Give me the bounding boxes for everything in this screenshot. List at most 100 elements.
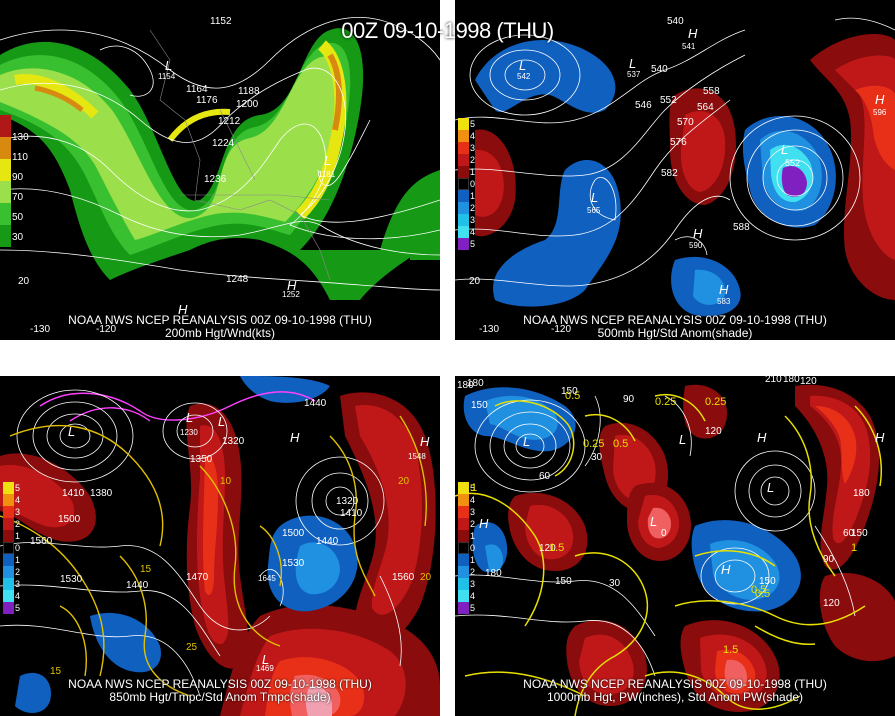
- pw-label: 0.5: [755, 588, 771, 600]
- pw-label: 0.25: [705, 396, 727, 408]
- low-center: L: [68, 424, 76, 439]
- legend-labels-200mb: 130 110 90 70 50 30: [12, 132, 29, 243]
- legend-labels-1000mb: 5 4 3 2 1 0 1 2 3 4 5: [470, 483, 476, 613]
- contour-label: 576: [670, 137, 687, 148]
- contour-label: 540: [667, 16, 684, 27]
- contour-label: 1212: [218, 116, 241, 127]
- contour-label: 552: [785, 158, 801, 168]
- legend-boxes-1000mb: [458, 482, 470, 614]
- contour-label: 1500: [58, 514, 81, 525]
- contour-label: 1469: [256, 664, 274, 673]
- low-center: L: [165, 58, 173, 73]
- high-center: H: [757, 430, 767, 445]
- temp-label: 20: [420, 572, 432, 583]
- caption-line-1: NOAA NWS NCEP REANALYSIS 00Z 09-10-1998 …: [68, 313, 372, 327]
- contour-label: 150: [471, 400, 488, 411]
- lon-label: -120: [551, 324, 572, 335]
- contour-label: 565: [587, 206, 601, 215]
- contour-label: 1380: [90, 488, 113, 499]
- contour-label: 1320: [336, 496, 359, 507]
- map-200mb: [0, 17, 440, 301]
- high-center: H: [479, 516, 489, 531]
- contour-label: 1410: [340, 508, 363, 519]
- contour-label: 1645: [258, 574, 276, 583]
- lat-label: 180: [457, 380, 474, 391]
- low-center: L: [519, 58, 527, 73]
- caption-line-2: 500mb Hgt/Std Anom(shade): [597, 326, 753, 340]
- legend-labels-850mb: 5 4 3 2 1 0 1 2 3 4 5: [15, 483, 21, 613]
- panel-850mb: 5 4 3 2 1 0 1 2 3 4 5 1410 1380 1500 156…: [0, 376, 440, 716]
- contour-label: 1440: [126, 580, 149, 591]
- contour-label: 150: [561, 386, 578, 397]
- contour-label: 1560: [392, 572, 415, 583]
- contour-label: 1152: [210, 16, 232, 27]
- contour-label: 1560: [30, 536, 53, 547]
- lon-label: -130: [479, 324, 500, 335]
- low-center: L: [262, 652, 270, 667]
- temp-label: 20: [398, 476, 410, 487]
- high-center: H: [290, 430, 300, 445]
- contour-label: 210: [765, 376, 782, 385]
- contour-label: 1252: [282, 290, 300, 299]
- pw-label: 1.5: [549, 542, 565, 554]
- map-500mb: [455, 17, 895, 317]
- caption-line-1: NOAA NWS NCEP REANALYSIS 00Z 09-10-1998 …: [523, 313, 827, 327]
- contour-label: 1224: [212, 138, 235, 149]
- high-center: H: [287, 278, 297, 293]
- contour-label: 150: [555, 576, 572, 587]
- contour-label: 1470: [186, 572, 209, 583]
- pw-label: 0.5: [751, 584, 767, 596]
- low-center: L: [679, 432, 687, 447]
- contour-label: 1248: [226, 274, 249, 285]
- contour-label: 540: [651, 64, 668, 75]
- contour-label: 1181: [318, 170, 336, 179]
- map-850mb: [0, 376, 440, 716]
- contour-label: 552: [660, 95, 677, 106]
- high-center: H: [719, 282, 729, 297]
- contour-label: 120: [823, 598, 840, 609]
- panel-500mb: 5 4 3 2 1 0 1 2 3 4 5 540 546 552 558 56…: [455, 0, 895, 340]
- caption-line-2: 1000mb Hgt, PW(inches), Std Anom PW(shad…: [546, 690, 804, 704]
- high-center: H: [875, 92, 885, 107]
- high-center: H: [875, 430, 885, 445]
- contour-label: 1530: [282, 558, 305, 569]
- legend-boxes-500mb: [458, 118, 470, 250]
- contour-label: 150: [759, 576, 776, 587]
- temp-label: 25: [186, 642, 198, 653]
- contour-label: 120: [705, 426, 722, 437]
- contour-label: 180: [853, 488, 870, 499]
- low-center: L: [218, 414, 226, 429]
- caption-line-1: NOAA NWS NCEP REANALYSIS 00Z 09-10-1998 …: [68, 677, 372, 691]
- contour-label: 180: [467, 378, 484, 389]
- contour-label: 60: [539, 471, 551, 482]
- lon-label: -130: [30, 324, 51, 335]
- lat-label: 20: [469, 276, 481, 287]
- contour-label: 1188: [238, 86, 260, 97]
- temp-label: 10: [220, 476, 232, 487]
- contour-label: 1440: [316, 536, 339, 547]
- contour-label: 1410: [62, 488, 85, 499]
- high-center: H: [420, 434, 430, 449]
- contour-label: 1548: [408, 452, 426, 461]
- pw-label: 0.25: [655, 396, 677, 408]
- high-center: H: [688, 26, 698, 41]
- temp-label: 15: [140, 564, 152, 575]
- high-center: H: [721, 562, 731, 577]
- contour-label: 1230: [180, 428, 198, 437]
- map-1000mb: [455, 384, 895, 716]
- contour-label: 1530: [60, 574, 83, 585]
- contour-label: 180: [783, 376, 800, 385]
- low-center: L: [324, 153, 332, 168]
- contour-label: 596: [873, 108, 887, 117]
- contour-label: 1350: [190, 454, 213, 465]
- low-center: L: [781, 142, 789, 157]
- contour-label: 564: [697, 102, 714, 113]
- lon-label: -120: [96, 324, 117, 335]
- contour-label: 30: [609, 578, 621, 589]
- contour-label: 1200: [236, 99, 259, 110]
- low-center: L: [629, 56, 637, 71]
- low-center: L: [650, 514, 658, 529]
- contour-label: 180: [485, 568, 502, 579]
- legend-labels-500mb: 5 4 3 2 1 0 1 2 3 4 5: [470, 119, 476, 249]
- contour-label: 0: [661, 528, 667, 539]
